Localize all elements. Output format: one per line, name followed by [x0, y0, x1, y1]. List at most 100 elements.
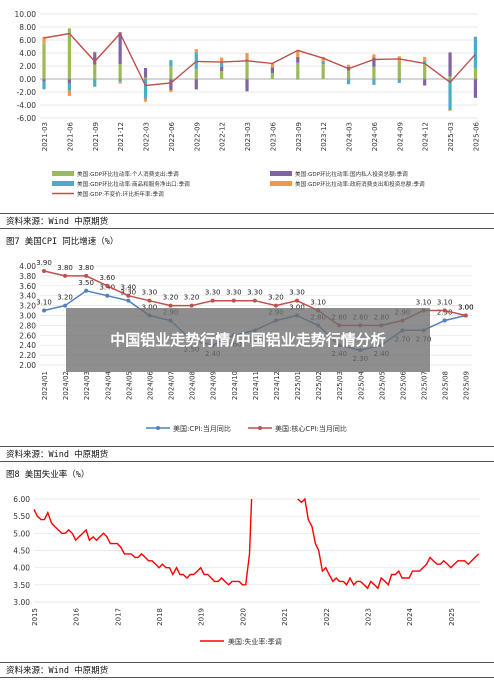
- core-cpi-legend-label: 美国:核心CPI:当月同比: [275, 424, 347, 433]
- cpi-y-tick-label: 3.60: [19, 282, 36, 291]
- cpi-y-tick-label: 2.00: [19, 361, 36, 370]
- core-cpi-point: [126, 293, 131, 298]
- core-cpi-data-label: 3.80: [57, 264, 73, 272]
- core-cpi-point: [252, 298, 257, 303]
- core-cpi-data-label: 3.20: [268, 294, 284, 302]
- gdp-bar-segment: [448, 52, 452, 77]
- gdp-bar-segment: [93, 52, 97, 65]
- cpi-x-tick-label: 2025/07: [421, 371, 429, 400]
- gdp-legend-swatch: [270, 181, 292, 186]
- gdp-bar-segment: [93, 79, 97, 87]
- gdp-bar-segment: [372, 54, 376, 58]
- core-cpi-point: [84, 273, 89, 278]
- article-title[interactable]: 中国铝业走势行情/中国铝业走势行情分析: [110, 330, 386, 349]
- gdp-bar-segment: [118, 32, 122, 65]
- cpi-x-tick-label: 2024/08: [189, 371, 197, 400]
- gdp-bar-segment: [245, 79, 249, 92]
- cpi-y-tick-label: 3.80: [19, 272, 36, 281]
- cpi-x-tick-label: 2024/09: [210, 371, 218, 400]
- gdp-y-tick-label: -2.00: [17, 88, 37, 97]
- core-cpi-point: [231, 298, 236, 303]
- cpi-data-label: 3.30: [121, 289, 137, 297]
- gdp-bar-segment: [118, 64, 122, 79]
- gdp-y-tick-label: -4.00: [17, 101, 37, 110]
- unemployment-x-tick-label: 2023: [364, 608, 372, 626]
- gdp-x-tick-label: 2024-06: [371, 121, 379, 151]
- unemployment-y-tick-label: 5.50: [13, 512, 30, 521]
- gdp-bar-segment: [220, 66, 224, 72]
- gdp-bar-segment: [118, 79, 122, 82]
- cpi-data-label: 3.00: [458, 304, 474, 312]
- cpi-point: [105, 293, 110, 298]
- gdp-bar-segment: [245, 53, 249, 59]
- gdp-x-tick-label: 2021-09: [92, 122, 100, 151]
- gdp-bar-segment: [67, 28, 71, 79]
- cpi-data-label: 3.50: [78, 279, 94, 287]
- core-cpi-point: [295, 298, 300, 303]
- gdp-bar-segment: [321, 61, 325, 64]
- unemployment-y-tick-label: 3.50: [13, 581, 30, 590]
- gdp-bar-segment: [220, 71, 224, 79]
- gdp-x-tick-label: 2025-06: [472, 121, 480, 151]
- unemployment-x-tick-label: 2019: [198, 608, 206, 626]
- unemployment-x-tick-label: 2024: [406, 607, 414, 625]
- gdp-bar-segment: [118, 81, 122, 84]
- gdp-y-tick-label: 4.00: [19, 49, 36, 58]
- cpi-x-tick-label: 2024/02: [62, 371, 70, 400]
- cpi-x-tick-label: 2024/12: [273, 371, 281, 400]
- gdp-legend-label: 美国:GDP环比拉动率:政府消费支出和投资总额:季调: [295, 180, 425, 188]
- gdp-bar-segment: [423, 62, 427, 79]
- gdp-legend-label: 美国:GDP环比拉动率:个人消费支出:季调: [77, 170, 179, 178]
- gdp-bar-segment: [473, 36, 478, 38]
- unemployment-chart-panel: 6.00 5.50 5.00 4.50 4.00 3.50 3.00 2015 2016 2017…: [0, 485, 494, 659]
- unemployment-legend-label: 美国:失业率:季调: [228, 637, 282, 646]
- gdp-x-tick-label: 2021-12: [117, 122, 125, 151]
- cpi-y-tick-label: 2.60: [19, 331, 36, 340]
- gdp-legend-label: 美国:GDP:不变价:环比折年率:季调: [77, 190, 164, 198]
- gdp-bar-segment: [169, 79, 173, 91]
- gdp-bar-segment: [448, 79, 452, 111]
- core-cpi-legend-marker: [258, 426, 262, 430]
- unemployment-y-tick-label: 6.00: [13, 495, 30, 504]
- cpi-data-label: 3.00: [142, 304, 158, 312]
- core-cpi-data-label: 3.30: [247, 289, 263, 297]
- unemployment-x-tick-label: 2015: [31, 608, 39, 626]
- cpi-x-tick-label: 2024/05: [125, 371, 133, 400]
- gdp-legend-swatch: [52, 181, 74, 186]
- gdp-legend-swatch: [270, 171, 292, 176]
- cpi-x-tick-label: 2025/01: [294, 371, 302, 400]
- core-cpi-point: [189, 303, 194, 308]
- gdp-y-tick-label: 8.00: [19, 23, 36, 32]
- gdp-bar-segment: [194, 49, 198, 53]
- gdp-bar-segment: [143, 79, 148, 99]
- gdp-x-tick-label: 2022-06: [168, 121, 176, 151]
- gdp-bar-segment: [346, 79, 351, 85]
- gdp-bar-segment: [220, 57, 224, 63]
- unemployment-x-tick-label: 2025: [448, 608, 456, 626]
- cpi-data-label: 3.00: [289, 304, 305, 312]
- gdp-x-tick-label: 2021-03: [41, 122, 49, 151]
- gdp-bar-segment: [473, 67, 478, 79]
- gdp-bar-segment: [473, 36, 478, 68]
- cpi-x-tick-label: 2025/03: [336, 371, 344, 400]
- gdp-bar-segment: [67, 90, 71, 96]
- core-cpi-data-label: 3.40: [121, 284, 137, 292]
- cpi-data-label: 3.20: [57, 294, 73, 302]
- unemployment-line: [297, 497, 480, 590]
- cpi-y-tick-label: 3.00: [19, 312, 36, 321]
- unemployment-x-tick-label: 2017: [114, 608, 122, 626]
- gdp-bar-segment: [296, 56, 300, 63]
- gdp-bar-segment: [42, 43, 46, 79]
- gdp-x-tick-label: 2024-03: [346, 122, 354, 151]
- article-title-overlay[interactable]: 中国铝业走势行情/中国铝业走势行情分析: [66, 308, 430, 372]
- gdp-x-tick-label: 2023-06: [269, 121, 277, 151]
- cpi-x-tick-label: 2024/03: [83, 371, 91, 400]
- gdp-x-tick-label: 2025-03: [447, 122, 455, 151]
- core-cpi-data-label: 3.10: [310, 299, 326, 307]
- gdp-bar-segment: [372, 66, 376, 79]
- cpi-chart-title: 图7 美国CPI 同比增速（%）: [6, 237, 119, 247]
- gdp-bar-segment: [270, 73, 275, 79]
- cpi-x-tick-label: 2024/06: [146, 370, 154, 400]
- gdp-x-tick-label: 2024-12: [422, 122, 430, 151]
- core-cpi-data-label: 3.80: [78, 264, 94, 272]
